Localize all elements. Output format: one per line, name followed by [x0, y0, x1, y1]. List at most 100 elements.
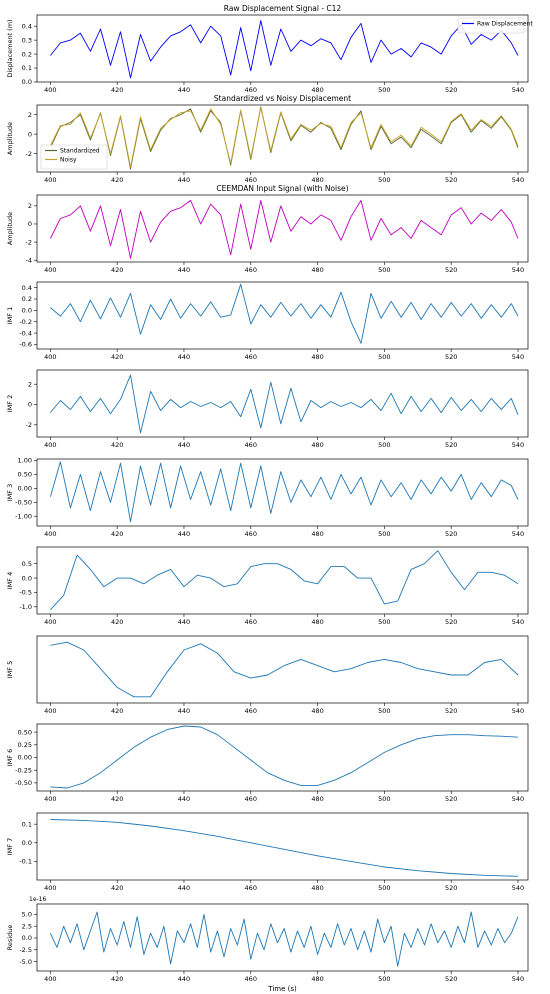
y-tick-label: -0.4 [19, 329, 32, 337]
chart-panel-2: 400 420 440 460 480 500 520 540 -2 0 2 Standardized… [6, 94, 529, 184]
x-tick-label: 500 [378, 884, 390, 892]
y-tick-label: 0.2 [22, 295, 32, 303]
chart-title: Standardized vs Noisy Displacement [214, 94, 351, 103]
x-tick-label: 460 [245, 530, 257, 538]
chart-panel-9: 400 420 440 460 480 500 520 540 -0.50 -0.25 0.00 0.… [6, 723, 529, 803]
legend-label: Noisy [60, 157, 77, 164]
x-tick-label: 520 [445, 266, 457, 274]
chart-panel-10: 400 420 440 460 480 500 520 540 -0.1 0.0 0.1 IMF 7 [6, 812, 529, 892]
x-tick-label: 480 [311, 266, 323, 274]
axes-frame [36, 458, 529, 527]
x-tick-label: 400 [44, 530, 56, 538]
x-tick-label: 540 [512, 618, 524, 626]
axes-frame [36, 723, 529, 792]
x-tick-label: 440 [178, 884, 190, 892]
x-tick-label: 500 [378, 266, 390, 274]
series-line-4-1 [50, 283, 519, 344]
y-tick-label: 2 [28, 202, 32, 210]
y-tick-label: 0.00 [18, 754, 32, 762]
x-tick-label: 420 [111, 176, 123, 184]
series-line-6-1 [49, 461, 519, 523]
x-tick-label: 540 [512, 266, 524, 274]
y-axis-label: Amplitude [6, 122, 14, 155]
chart-title: Raw Displacement Signal - C12 [224, 4, 342, 13]
x-tick-label: 520 [445, 441, 457, 449]
series-line-8-1 [50, 641, 519, 698]
x-tick-label: 520 [445, 707, 457, 715]
x-tick-label: 500 [378, 86, 390, 94]
x-tick-label: 440 [178, 86, 190, 94]
legend-label: Standardized [60, 148, 100, 155]
y-axis-label: IMF 7 [6, 838, 14, 855]
x-tick-label: 540 [512, 975, 524, 983]
y-axis-label: IMF 3 [6, 484, 14, 501]
y-tick-label: -0.50 [15, 779, 32, 787]
y-tick-label: 0 [28, 130, 32, 138]
x-tick-label: 440 [178, 441, 190, 449]
x-tick-label: 460 [245, 176, 257, 184]
y-tick-label: 0.1 [22, 820, 32, 828]
x-tick-label: 420 [111, 618, 123, 626]
legend-box [40, 144, 108, 170]
scale-offset-label: 1e-16 [29, 896, 46, 903]
x-tick-label: 400 [44, 884, 56, 892]
x-tick-label: 520 [445, 795, 457, 803]
x-tick-label: 400 [44, 176, 56, 184]
x-tick-label: 480 [311, 176, 323, 184]
y-tick-label: 2 [28, 380, 32, 388]
x-tick-label: 480 [311, 353, 323, 361]
y-tick-label: 0.0 [22, 574, 32, 582]
chart-panel-5: 400 420 440 460 480 500 520 540 -2 0 2 IMF 2 [6, 369, 529, 449]
x-tick-label: 480 [311, 707, 323, 715]
x-tick-label: 500 [378, 707, 390, 715]
axes-frame [36, 369, 529, 438]
x-tick-label: 460 [245, 884, 257, 892]
legend: Raw Displacement [457, 17, 533, 34]
y-tick-label: 0.5 [22, 560, 32, 568]
y-tick-label: -4 [26, 256, 32, 264]
y-tick-label: -5.0 [19, 958, 32, 966]
chart-panel-8: 400 420 440 460 480 500 520 540 IMF 5 [6, 635, 529, 715]
x-tick-label: 500 [378, 530, 390, 538]
x-tick-label: 540 [512, 86, 524, 94]
y-tick-label: -1.00 [15, 512, 32, 520]
x-tick-label: 480 [311, 975, 323, 983]
chart-panel-1: 400 420 440 460 480 500 520 540 0.0 0.1 0.2 0.3 0.4 R… [6, 4, 533, 94]
x-tick-label: 500 [378, 176, 390, 184]
chart-title: CEEMDAN Input Signal (with Noise) [216, 184, 348, 193]
x-tick-label: 500 [378, 353, 390, 361]
axes-frame [36, 546, 529, 615]
x-axis-label: Time (s) [267, 985, 297, 993]
y-tick-label: 0.25 [18, 741, 32, 749]
axes-frame [36, 903, 529, 972]
y-axis-label: IMF 5 [6, 661, 14, 678]
y-axis-label: IMF 6 [6, 749, 14, 766]
y-axis-label: IMF 4 [6, 572, 14, 589]
x-tick-label: 420 [111, 86, 123, 94]
x-tick-label: 440 [178, 618, 190, 626]
x-tick-label: 540 [512, 884, 524, 892]
axes-frame [36, 14, 529, 83]
series-line-5-1 [50, 374, 519, 434]
x-tick-label: 480 [311, 441, 323, 449]
x-tick-label: 480 [311, 795, 323, 803]
x-tick-label: 500 [378, 975, 390, 983]
x-tick-label: 540 [512, 176, 524, 184]
axes-frame [36, 104, 529, 173]
x-tick-label: 520 [445, 618, 457, 626]
y-axis-label: Amplitude [6, 212, 14, 245]
chart-panel-4: 400 420 440 460 480 500 520 540 -0.6 -0.4 -0.2 0.0 0… [6, 281, 529, 361]
y-tick-label: 0.0 [22, 78, 32, 86]
y-tick-label: 0.4 [22, 22, 32, 30]
x-tick-label: 400 [44, 353, 56, 361]
series-line-10-1 [50, 819, 519, 877]
y-tick-label: 5.0 [22, 911, 32, 919]
y-tick-label: 0.50 [18, 471, 32, 479]
x-tick-label: 520 [445, 884, 457, 892]
y-tick-label: 0 [28, 220, 32, 228]
x-tick-label: 440 [178, 176, 190, 184]
x-tick-label: 480 [311, 884, 323, 892]
x-tick-label: 440 [178, 707, 190, 715]
y-tick-label: -1.0 [19, 603, 32, 611]
x-tick-label: 520 [445, 353, 457, 361]
